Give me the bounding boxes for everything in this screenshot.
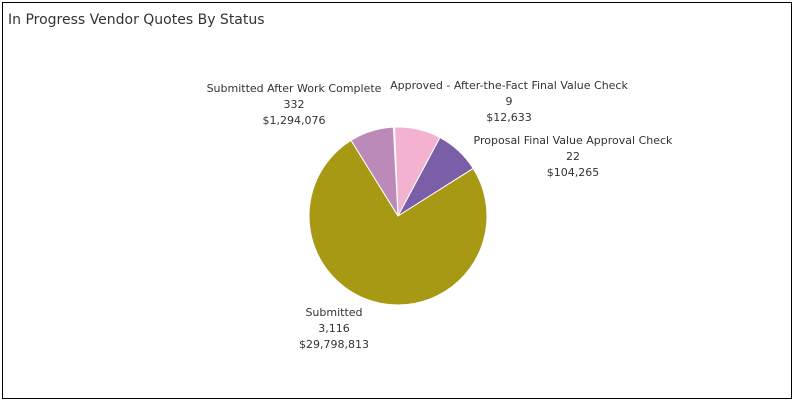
slice-label-1-line-1: 332 (284, 98, 305, 111)
slice-label-3-line-0: Proposal Final Value Approval Check (474, 134, 674, 147)
slice-label-1-line-0: Submitted After Work Complete (207, 82, 382, 95)
chart-title: In Progress Vendor Quotes By Status (8, 12, 265, 28)
slice-label-2-line-0: Approved - After-the-Fact Final Value Ch… (390, 79, 628, 92)
slice-label-0-line-1: 3,116 (318, 322, 350, 335)
slice-label-3-line-2: $104,265 (547, 166, 600, 179)
slice-label-2-line-2: $12,633 (486, 111, 532, 124)
slice-label-1-line-2: $1,294,076 (263, 114, 326, 127)
slice-label-0-line-0: Submitted (305, 306, 362, 319)
slice-label-0-line-2: $29,798,813 (299, 338, 369, 351)
pie-slice-4[interactable] (350, 126, 399, 217)
pie-slice-3[interactable] (308, 139, 488, 306)
slice-label-3-line-1: 22 (566, 150, 580, 163)
slice-label-2-line-1: 9 (506, 95, 513, 108)
